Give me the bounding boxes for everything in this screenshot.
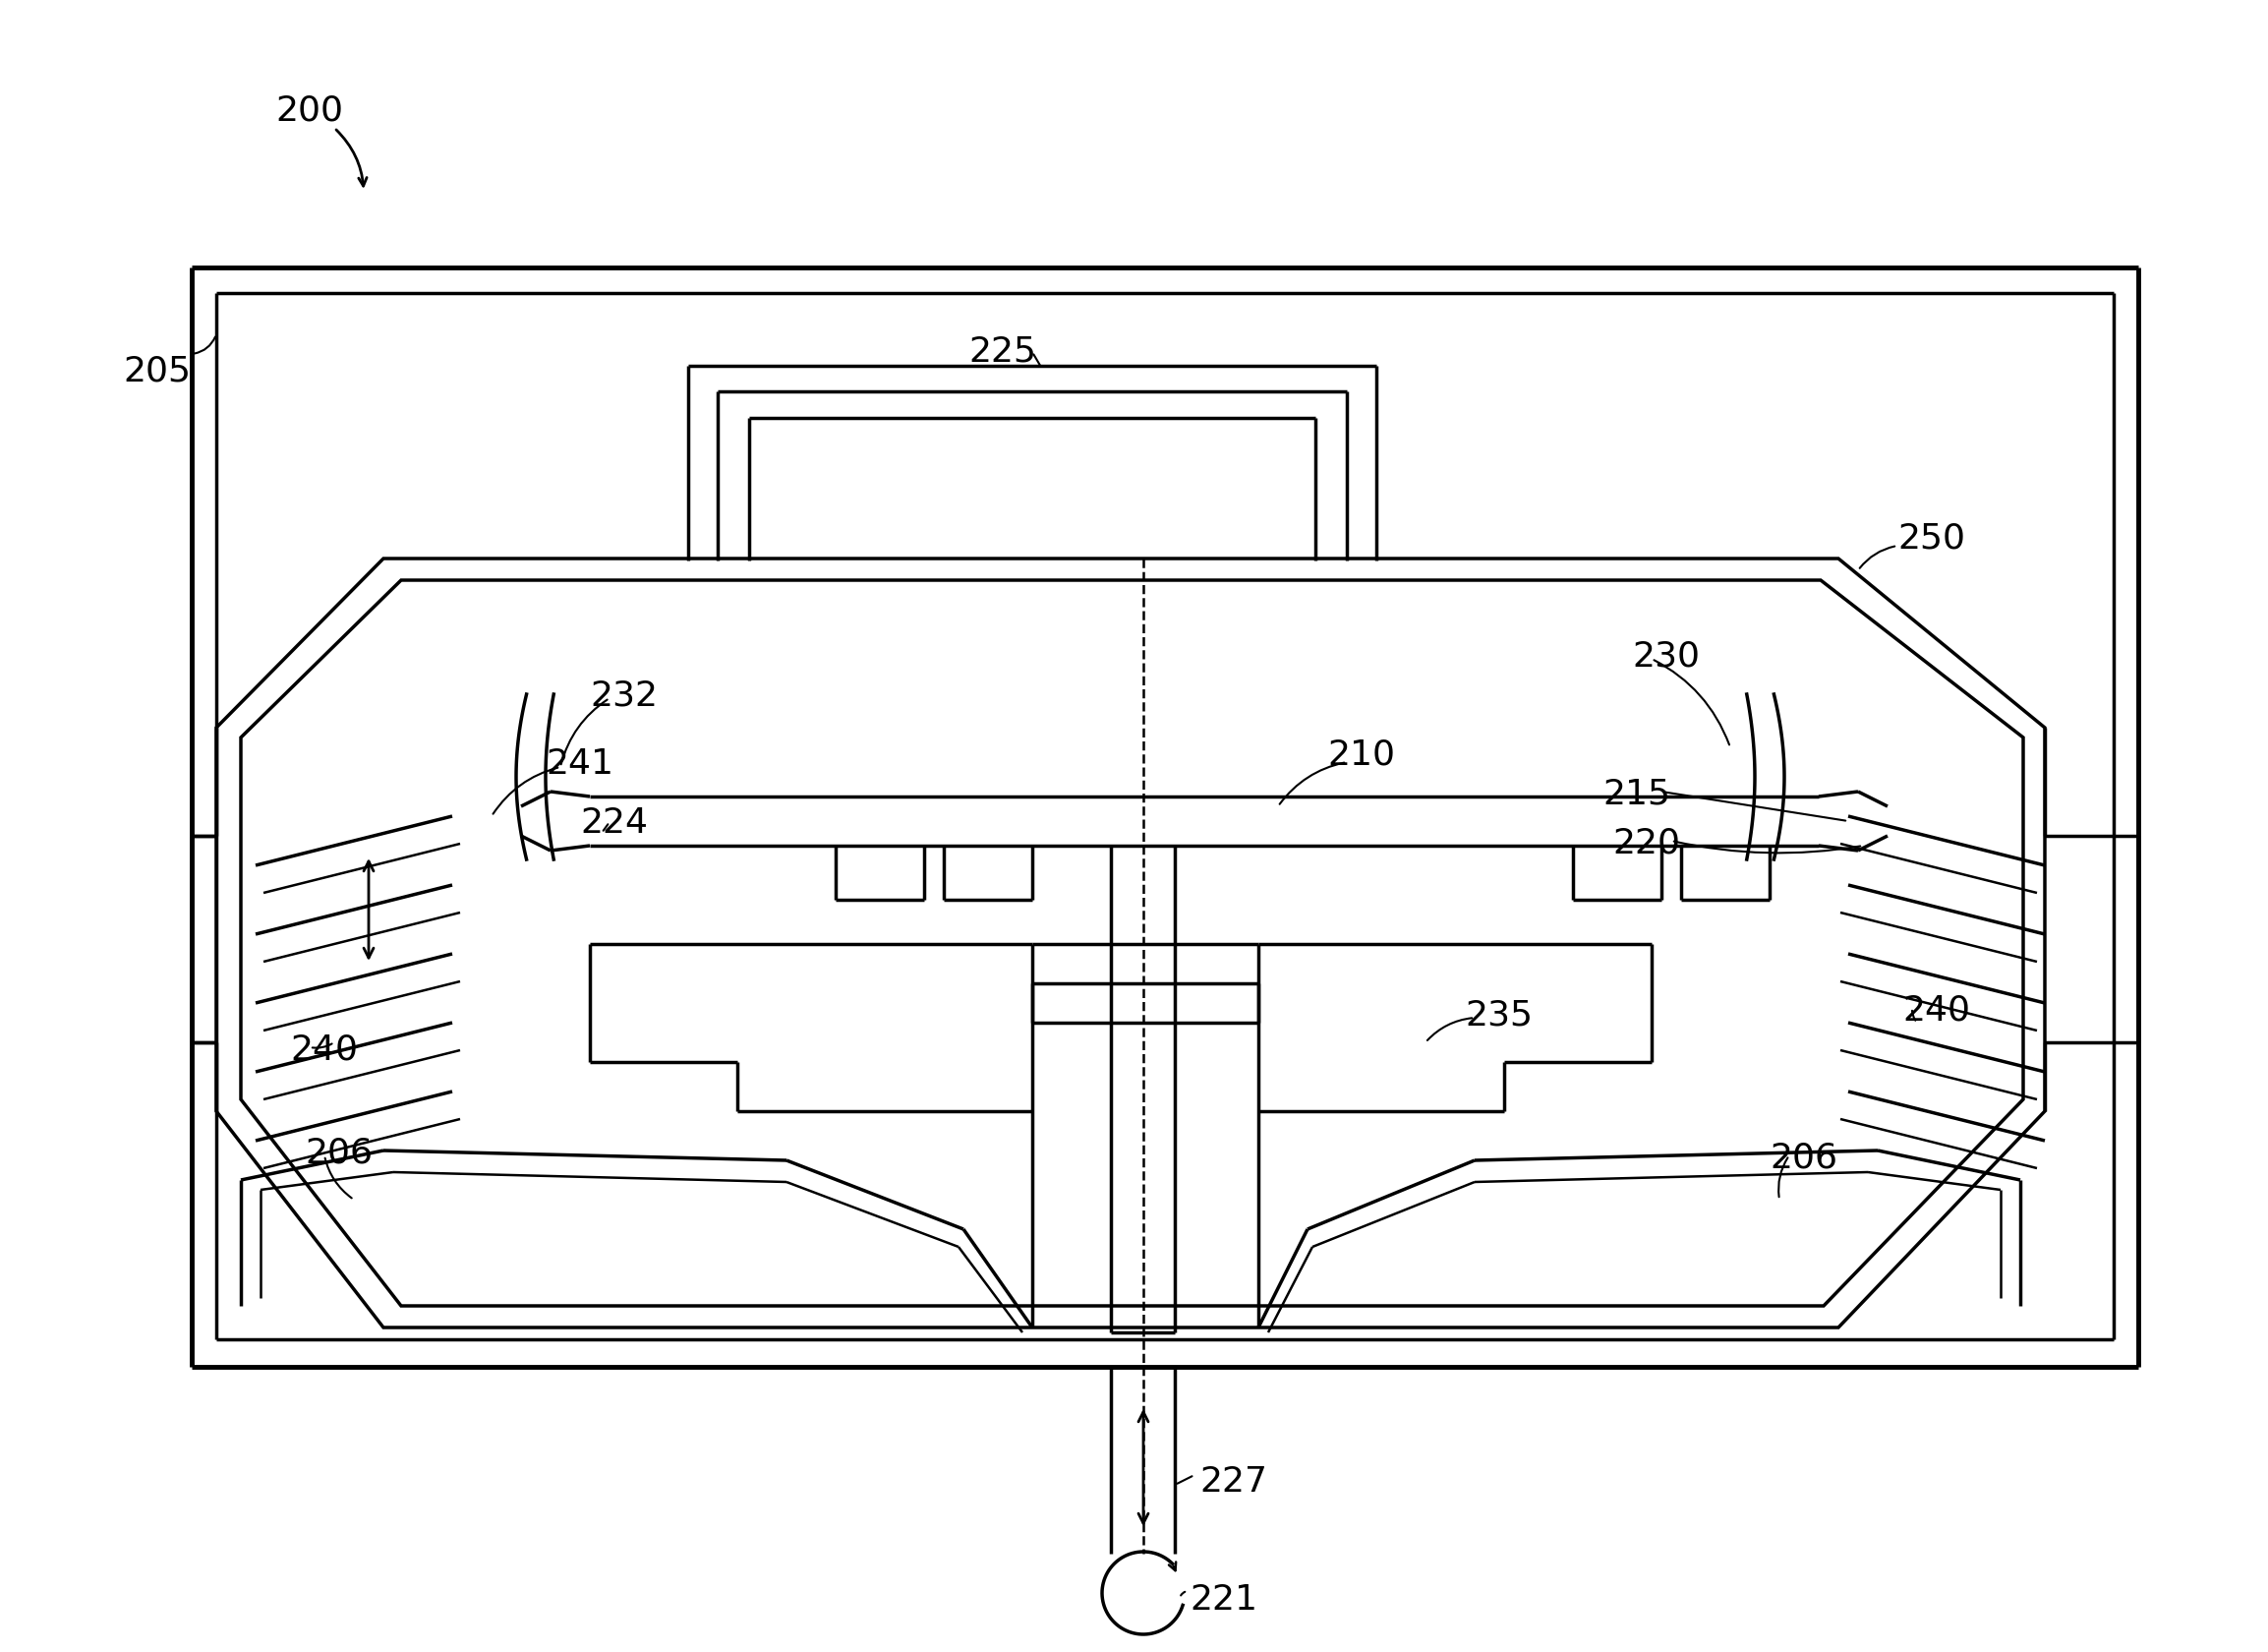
Text: 200: 200 [274, 94, 342, 127]
Text: 224: 224 [581, 806, 649, 839]
Text: 225: 225 [968, 334, 1036, 368]
Text: 240: 240 [290, 1032, 358, 1066]
Polygon shape [240, 580, 2023, 1305]
Text: 227: 227 [1200, 1465, 1268, 1498]
Text: 215: 215 [1603, 776, 1669, 809]
Text: 240: 240 [1903, 993, 1971, 1026]
Text: 205: 205 [122, 354, 191, 388]
Text: 220: 220 [1613, 826, 1681, 859]
Text: 250: 250 [1898, 520, 1964, 555]
Text: 221: 221 [1188, 1583, 1256, 1617]
Text: 230: 230 [1633, 639, 1699, 672]
Text: 210: 210 [1327, 737, 1395, 771]
Text: 235: 235 [1465, 998, 1533, 1031]
Text: 206: 206 [304, 1137, 372, 1170]
Text: 232: 232 [590, 679, 658, 712]
Text: 206: 206 [1769, 1140, 1837, 1175]
Text: 241: 241 [547, 747, 612, 781]
Polygon shape [215, 558, 2046, 1328]
